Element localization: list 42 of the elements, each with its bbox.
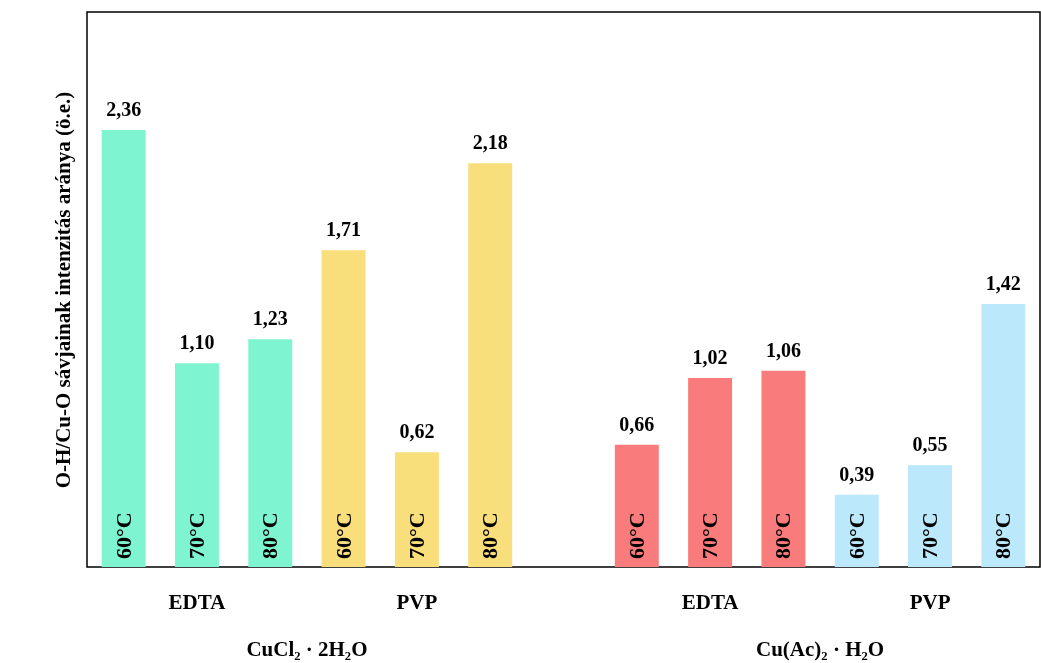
text: CuCl₂ · 2H₂O <box>246 637 368 661</box>
y-axis-title: O-H/Cu-O sávjainak intenzitás aránya (ö.e.) <box>50 91 75 489</box>
x-tick-label: 80°C <box>257 512 283 559</box>
bar <box>981 304 1026 567</box>
data-label: 1,06 <box>765 338 801 361</box>
x-tick-label: 70°C <box>403 512 429 559</box>
data-label: 1,23 <box>252 307 288 330</box>
bar <box>174 363 219 567</box>
data-label: 2,36 <box>106 97 142 120</box>
data-label: 1,10 <box>179 331 215 354</box>
x-tick-label: 70°C <box>917 512 943 559</box>
text: PVP <box>909 590 951 614</box>
x-tick-label: 70°C <box>697 512 723 559</box>
data-label: 1,71 <box>326 218 362 241</box>
data-label: 0,66 <box>619 412 655 435</box>
x-tick-label: 60°C <box>623 512 649 559</box>
data-label: 0,55 <box>912 433 948 456</box>
data-label: 1,42 <box>985 272 1021 295</box>
bar <box>101 129 146 567</box>
data-label: 1,02 <box>692 346 728 369</box>
bar <box>394 452 439 567</box>
bar <box>688 378 733 567</box>
text: PVP <box>396 590 438 614</box>
bar <box>614 444 659 567</box>
data-label: 2,18 <box>472 131 508 154</box>
x-tick-label: 60°C <box>843 512 869 559</box>
bar <box>468 163 513 567</box>
text: Cu(Ac)₂ · H₂O <box>756 637 885 661</box>
data-label: 0,39 <box>839 462 875 485</box>
bar <box>321 250 366 567</box>
bar <box>248 339 293 567</box>
bar <box>908 465 953 567</box>
bar <box>761 370 806 567</box>
x-tick-label: 70°C <box>183 512 209 559</box>
x-tick-label: 80°C <box>477 512 503 559</box>
x-tick-label: 60°C <box>110 512 136 559</box>
text: EDTA <box>681 590 740 614</box>
data-label: 0,62 <box>399 420 435 443</box>
x-tick-label: 80°C <box>990 512 1016 559</box>
text: EDTA <box>168 590 227 614</box>
x-tick-label: 80°C <box>770 512 796 559</box>
x-tick-label: 60°C <box>330 512 356 559</box>
